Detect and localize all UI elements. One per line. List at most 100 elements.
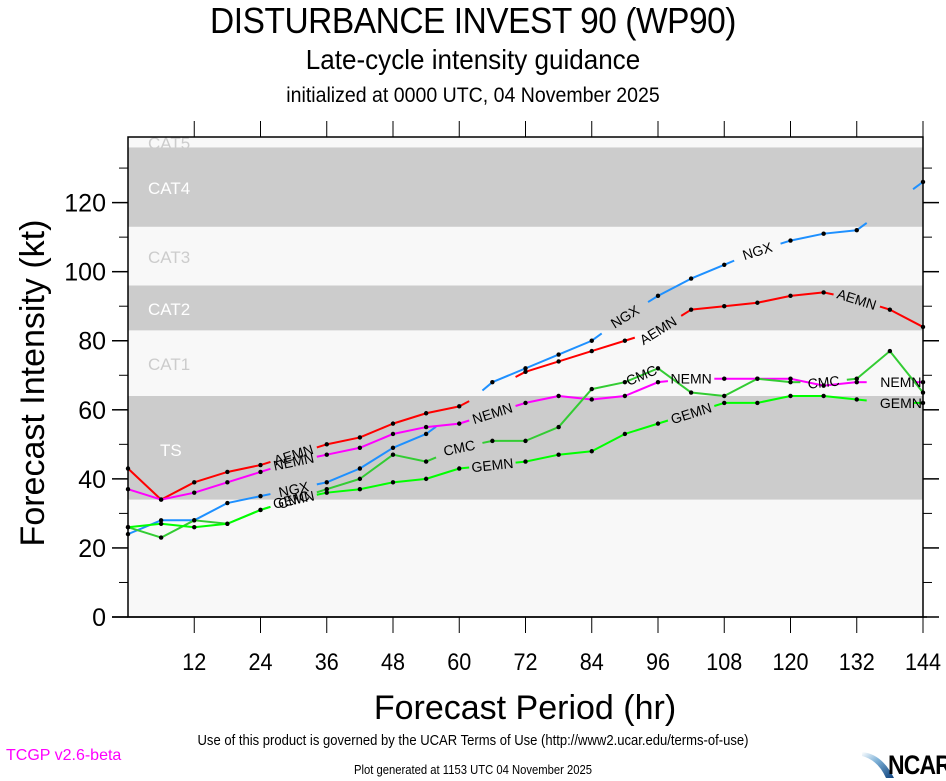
data-point	[655, 421, 661, 426]
band-cat4	[128, 147, 923, 227]
data-point	[324, 480, 329, 485]
series-segment	[127, 526, 162, 539]
series-segment	[723, 377, 758, 397]
data-point	[622, 431, 628, 437]
series-segment	[359, 433, 394, 449]
series-segment	[757, 395, 791, 404]
data-point	[158, 535, 164, 540]
y-tick-label: 20	[78, 535, 106, 563]
series-segment	[856, 350, 891, 380]
data-point	[225, 480, 230, 485]
data-point	[887, 307, 893, 312]
series-segment	[624, 381, 659, 397]
data-point	[722, 393, 727, 399]
x-tick-label: 60	[447, 648, 471, 675]
data-point	[390, 452, 396, 457]
band-label-cat3: CAT3	[148, 248, 190, 267]
band-cat3	[128, 226, 923, 286]
series-label-cmc: CMC	[442, 437, 476, 459]
x-tick-label: 72	[513, 648, 537, 675]
x-axis-label: Forecast Period (hr)	[374, 689, 676, 727]
series-label-cmc: CMC	[807, 373, 840, 392]
data-point	[324, 487, 329, 492]
y-tick-label: 40	[78, 466, 106, 494]
data-point	[423, 476, 429, 482]
data-point	[556, 424, 561, 430]
series-segment	[359, 453, 394, 480]
data-point	[589, 348, 594, 354]
series-segment	[889, 308, 924, 328]
series-segment	[194, 522, 228, 529]
data-point	[457, 421, 462, 426]
data-point	[490, 438, 495, 444]
series-segment	[392, 433, 427, 449]
data-point	[192, 525, 197, 530]
data-point	[622, 338, 628, 343]
band-label-cat1: CAT1	[148, 355, 190, 374]
data-point	[854, 379, 859, 385]
series-segment	[591, 394, 625, 401]
series-segment	[359, 422, 394, 439]
data-point	[854, 397, 859, 402]
series-segment	[226, 509, 261, 525]
series-segment	[359, 481, 394, 491]
data-point	[788, 376, 793, 381]
data-point	[688, 307, 694, 312]
y-tick-label: 0	[92, 604, 106, 632]
series-segment	[757, 377, 791, 384]
series-segment	[194, 519, 228, 525]
data-point	[556, 352, 561, 357]
y-tick-label: 100	[64, 259, 106, 287]
series-segment	[227, 471, 261, 484]
data-point	[788, 393, 793, 399]
data-point	[225, 469, 230, 475]
series-nemn	[125, 376, 926, 502]
band-label-cat4: CAT4	[148, 179, 190, 198]
series-segment	[624, 367, 659, 384]
series-segment	[326, 488, 360, 494]
axes: 0 20 40 60 80 100 120 12 24 36 48 60 72 84 96 108 120 132…	[64, 121, 941, 675]
data-point	[192, 480, 197, 485]
chart-subtitle: Late-cycle intensity guidance	[305, 44, 641, 75]
data-point	[192, 518, 197, 523]
series-segment	[193, 481, 228, 494]
series-label-gemn: GEMN	[880, 395, 922, 411]
data-point	[423, 424, 429, 430]
data-point	[755, 400, 760, 406]
band-label-cat2: CAT2	[148, 300, 190, 319]
series-segment	[889, 350, 924, 394]
series-ngx	[125, 179, 926, 537]
data-point	[755, 300, 760, 305]
data-point	[357, 435, 363, 440]
series-segment	[525, 453, 559, 463]
series-segment	[558, 350, 593, 363]
data-point	[788, 238, 793, 243]
series-segment	[127, 467, 162, 501]
data-point	[225, 521, 230, 526]
data-point	[622, 393, 628, 399]
series-segment	[193, 471, 228, 484]
series-segment	[160, 491, 195, 501]
data-point	[722, 304, 727, 309]
series-segment	[790, 232, 824, 242]
series-label-ngx: NGX	[277, 478, 311, 500]
x-tick-label: 84	[580, 648, 604, 675]
series-segment	[558, 339, 593, 356]
data-point	[357, 445, 363, 450]
band-label-cat5: CAT5	[148, 134, 190, 153]
series-segment	[326, 467, 361, 484]
series-segment	[193, 502, 228, 522]
series-segment	[392, 453, 427, 463]
data-point	[258, 462, 263, 468]
data-point	[589, 449, 594, 454]
x-tick-label: 24	[248, 648, 272, 675]
series-label-nemn: NEMN	[880, 374, 921, 390]
x-tick-label: 96	[646, 648, 670, 675]
data-point	[722, 262, 727, 267]
chart-title: DISTURBANCE INVEST 90 (WP90)	[210, 0, 736, 41]
series-segment	[426, 422, 460, 429]
initialization-time: initialized at 0000 UTC, 04 November 202…	[286, 84, 660, 107]
category-bands	[128, 137, 923, 617]
series-segment	[591, 381, 626, 391]
